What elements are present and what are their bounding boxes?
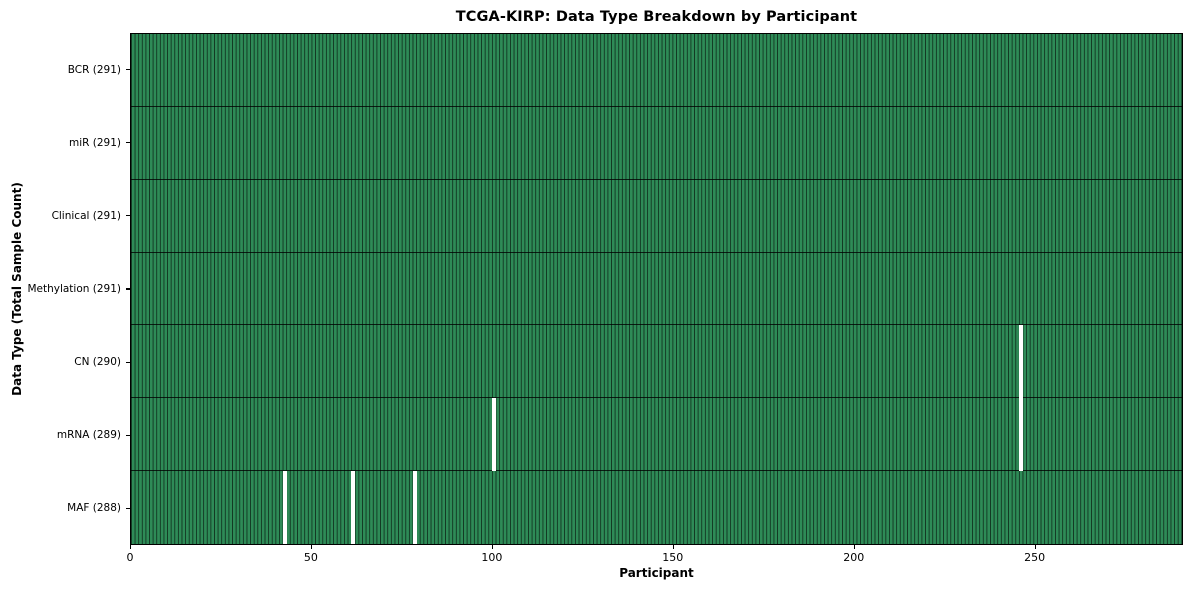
x-tick-label-200: 200 <box>843 551 865 564</box>
row-methylation <box>131 252 1182 326</box>
x-axis-label: Participant <box>619 566 694 580</box>
y-tick-label-bcr: BCR (291) <box>67 63 121 76</box>
y-tick-mark <box>126 288 130 290</box>
y-tick-mark <box>126 434 130 436</box>
y-tick-label-methylation: Methylation (291) <box>27 283 121 295</box>
y-tick-label-clinical: Clinical (291) <box>51 209 121 222</box>
absent-cell-mrna-100 <box>492 398 497 472</box>
x-tick-mark <box>1034 545 1036 549</box>
x-tick-mark <box>853 545 855 549</box>
absent-cell-maf-61 <box>351 471 356 544</box>
x-tick-mark <box>491 545 494 549</box>
heatmap-rows <box>131 34 1182 544</box>
row-mir <box>131 106 1182 180</box>
y-tick-mark <box>126 68 130 71</box>
absent-cell-maf-42 <box>282 471 287 544</box>
y-tick-mark <box>126 215 130 217</box>
x-tick-label-0: 0 <box>126 551 134 564</box>
row-mrna <box>131 398 1182 472</box>
y-tick-label-mir: miR (291) <box>68 136 121 149</box>
y-tick-label-maf: MAF (288) <box>67 502 121 515</box>
absent-cell-cn-246 <box>1019 325 1024 399</box>
x-tick-mark <box>672 545 674 549</box>
row-maf <box>131 471 1182 544</box>
y-tick-mark <box>126 361 130 363</box>
x-tick-label-250: 250 <box>1024 551 1046 564</box>
y-tick-label-cn: CN (290) <box>74 356 121 369</box>
x-tick-mark <box>130 545 132 549</box>
x-tick-label-100: 100 <box>481 551 503 564</box>
x-tick-label-50: 50 <box>303 551 318 564</box>
y-tick-mark <box>126 507 130 510</box>
row-bcr <box>131 34 1182 107</box>
row-clinical <box>131 179 1182 253</box>
row-cn <box>131 325 1182 399</box>
x-tick-label-150: 150 <box>662 551 684 564</box>
plot-area: PresentAbsent <box>130 33 1183 545</box>
absent-cell-mrna-246 <box>1019 398 1024 472</box>
chart-title: TCGA-KIRP: Data Type Breakdown by Partic… <box>455 9 858 25</box>
y-tick-label-mrna: mRNA (289) <box>56 429 121 442</box>
absent-cell-maf-78 <box>412 471 417 544</box>
x-tick-mark <box>310 545 313 549</box>
y-tick-mark <box>126 142 130 144</box>
